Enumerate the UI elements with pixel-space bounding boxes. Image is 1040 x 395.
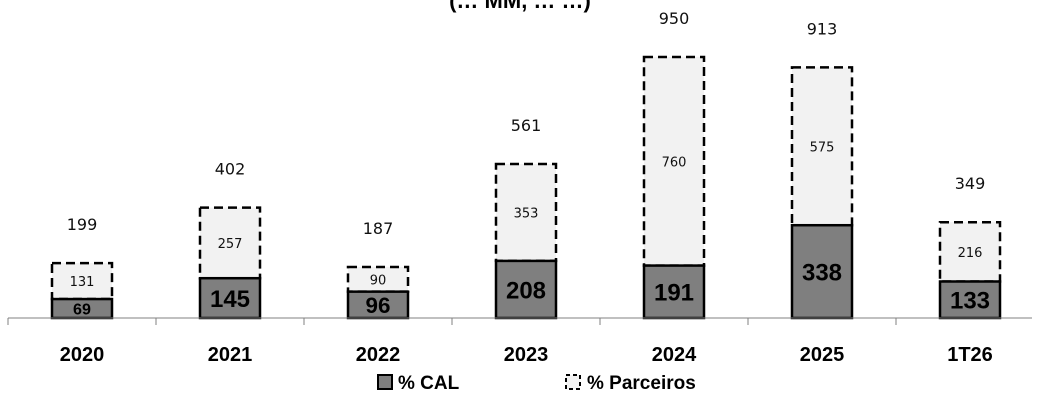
legend-swatch-parceiros: [565, 374, 581, 390]
bar-cal: [494, 259, 558, 320]
legend-label-cal: % CAL: [398, 373, 460, 394]
bars-layer: 69 131 199 145 257 402 96 90 187 208 353 561 191 760 9…: [50, 9, 1002, 320]
chart-title: (… MM, … …): [449, 0, 591, 13]
bar-parceiros: [790, 66, 854, 227]
data-label-cal: 145: [210, 286, 250, 313]
data-label-total: 913: [807, 19, 838, 38]
data-label-total: 561: [511, 116, 542, 135]
data-label-parceiros: 575: [810, 140, 835, 155]
data-label-parceiros: 131: [70, 275, 95, 290]
x-tick-label: 2025: [800, 344, 845, 366]
data-label-cal: 96: [366, 293, 391, 318]
bar-parceiros: [494, 162, 558, 263]
data-label-cal: 69: [73, 300, 91, 318]
bar-cal: [346, 290, 410, 320]
x-tick-label: 2020: [60, 344, 105, 366]
bar-cal: [938, 280, 1002, 320]
data-label-total: 950: [659, 9, 690, 28]
x-tick-label: 2021: [208, 344, 253, 366]
data-label-parceiros: 216: [958, 246, 983, 261]
bar-parceiros: [50, 261, 114, 301]
data-label-total: 402: [215, 160, 246, 179]
data-label-total: 349: [955, 174, 986, 193]
data-label-parceiros: 90: [370, 273, 387, 288]
x-tick-label: 2022: [356, 344, 401, 366]
data-label-total: 199: [67, 215, 98, 234]
x-tick-label: 2024: [652, 344, 697, 366]
bar-cal: [198, 276, 262, 320]
data-label-cal: 191: [654, 280, 694, 307]
data-label-cal: 338: [802, 259, 842, 286]
x-tick-label: 2023: [504, 344, 549, 366]
bar-cal: [790, 223, 854, 320]
legend: % CAL % Parceiros: [377, 373, 696, 394]
data-label-parceiros: 760: [662, 155, 687, 170]
legend-label-parceiros: % Parceiros: [587, 373, 696, 394]
legend-swatch-cal: [377, 374, 393, 390]
data-label-total: 187: [363, 219, 394, 238]
bar-parceiros: [938, 220, 1002, 283]
data-label-cal: 208: [506, 277, 546, 304]
bar-parceiros: [198, 206, 262, 280]
bar-parceiros: [346, 265, 410, 293]
x-axis-ticks: 2020 2021 2022 2023 2024 2025 1T26: [7, 318, 993, 366]
data-label-cal: 133: [950, 288, 990, 315]
x-tick-label: 1T26: [947, 344, 993, 366]
data-label-parceiros: 353: [514, 206, 539, 221]
data-label-parceiros: 257: [218, 237, 243, 252]
bar-cal: [642, 264, 706, 320]
